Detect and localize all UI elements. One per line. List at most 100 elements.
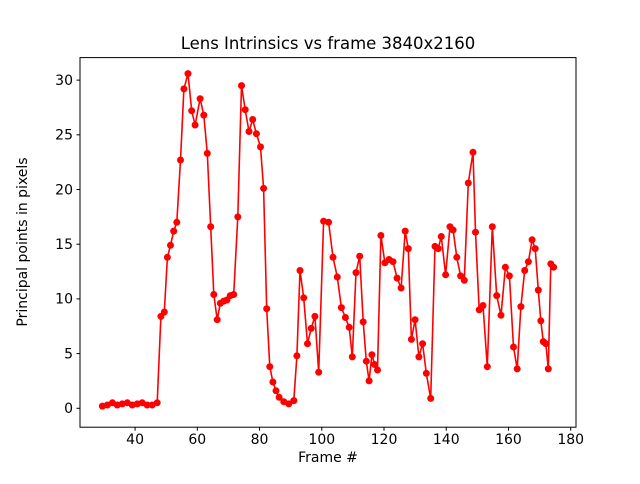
axes: 40 60 80 100 120 140 160 180 0 5 10 15 20 25 30	[55, 57, 584, 448]
data-point	[177, 156, 184, 164]
data-point	[203, 149, 211, 157]
data-point	[469, 148, 477, 156]
x-tick-label: 160	[495, 432, 522, 448]
data-point	[374, 366, 381, 374]
data-point	[241, 106, 249, 114]
data-point	[300, 294, 308, 302]
x-tick-label: 40	[126, 432, 144, 448]
data-point	[524, 258, 532, 266]
data-point	[325, 218, 333, 226]
data-point	[173, 218, 181, 226]
data-point	[422, 369, 430, 377]
y-tick-label: 30	[55, 73, 73, 89]
data-point	[290, 397, 298, 405]
data-point	[196, 95, 204, 103]
data-point	[260, 184, 268, 192]
data-point	[245, 128, 253, 135]
data-point	[389, 258, 397, 266]
data-point	[377, 232, 385, 239]
data-point	[263, 305, 271, 313]
x-tick-label: 180	[557, 432, 584, 448]
data-point	[534, 286, 542, 294]
data-points	[98, 70, 558, 410]
data-point	[293, 352, 301, 360]
data-point	[493, 292, 501, 300]
data-point	[252, 130, 260, 138]
plot-area	[79, 57, 577, 428]
data-point	[311, 312, 319, 320]
data-point	[427, 394, 435, 402]
data-point	[180, 85, 188, 93]
data-point	[464, 179, 472, 187]
data-point	[544, 365, 552, 373]
data-point	[337, 304, 345, 312]
data-point	[401, 227, 409, 235]
x-tick-label: 120	[371, 432, 398, 448]
data-point	[269, 378, 277, 386]
data-point	[234, 213, 242, 221]
data-point	[497, 311, 505, 319]
data-point	[362, 357, 370, 365]
data-point	[449, 226, 457, 234]
chart-title: Lens Intrinsics vs frame 3840x2160	[181, 34, 476, 53]
data-point	[419, 340, 427, 348]
data-point	[341, 314, 349, 321]
data-point	[393, 274, 401, 282]
data-point	[472, 228, 479, 236]
data-point	[365, 377, 373, 385]
data-point	[397, 284, 405, 292]
data-point	[163, 253, 171, 261]
x-tick-label: 80	[251, 432, 269, 448]
data-point	[213, 316, 221, 324]
data-point	[170, 227, 178, 235]
x-tick-label: 60	[188, 432, 206, 448]
y-tick-label: 15	[55, 237, 73, 253]
data-point	[460, 276, 468, 284]
data-point	[521, 267, 529, 274]
data-point	[257, 143, 264, 151]
y-tick-label: 10	[55, 292, 73, 308]
data-point	[537, 317, 545, 325]
data-point	[479, 302, 487, 309]
data-point	[531, 245, 539, 253]
data-point	[143, 401, 151, 409]
data-point	[348, 353, 356, 361]
data-point	[411, 316, 419, 324]
data-point	[404, 245, 412, 253]
data-point	[160, 308, 168, 316]
data-point	[275, 393, 283, 401]
data-point	[230, 291, 238, 298]
y-tick-label: 0	[64, 401, 73, 417]
data-point	[184, 70, 192, 78]
y-axis-label: Principal points in pixels	[15, 157, 31, 326]
data-point	[356, 252, 364, 260]
x-tick-label: 140	[433, 432, 460, 448]
data-line	[101, 72, 555, 407]
data-point	[307, 324, 315, 332]
data-point	[513, 365, 521, 373]
data-point	[415, 353, 423, 361]
data-point	[304, 340, 311, 348]
data-point	[210, 291, 218, 298]
data-point	[200, 111, 208, 119]
data-point	[345, 323, 353, 331]
data-point	[352, 269, 360, 277]
data-point	[550, 263, 558, 271]
data-series	[98, 70, 558, 410]
data-point	[407, 335, 415, 343]
data-point	[488, 223, 496, 231]
data-point	[249, 116, 257, 123]
data-point	[453, 253, 461, 261]
data-point	[153, 399, 161, 407]
data-point	[368, 351, 376, 359]
data-point	[315, 368, 323, 376]
data-point	[333, 273, 341, 281]
data-point	[517, 303, 525, 311]
data-point	[329, 253, 337, 261]
data-point	[434, 245, 442, 253]
data-point	[238, 82, 245, 90]
data-point	[442, 271, 450, 279]
data-point	[191, 121, 199, 129]
data-point	[542, 340, 550, 348]
